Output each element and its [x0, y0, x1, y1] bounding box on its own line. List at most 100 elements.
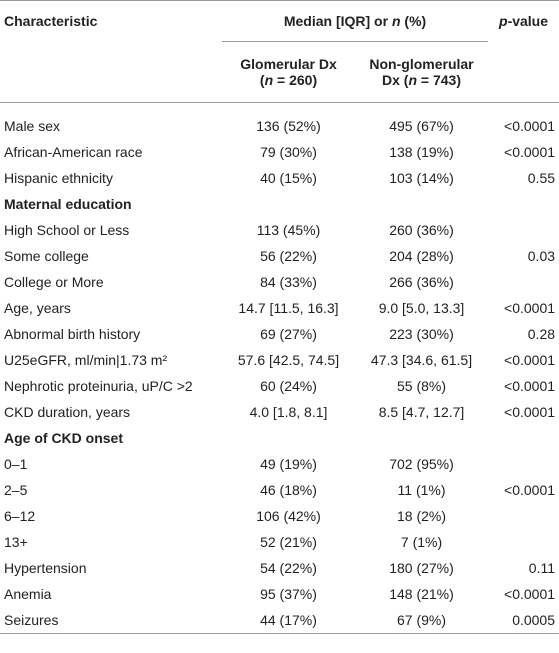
p-value [488, 191, 559, 217]
col-header-glomerular: Glomerular Dx (n = 260) [222, 41, 355, 103]
nonglomerular-value: 103 (14%) [389, 170, 454, 186]
row-label: Age, years [4, 300, 71, 316]
table-row: College or More 84 (33%) 266 (36%) [0, 269, 559, 295]
nonglomerular-value: 204 (28%) [389, 248, 454, 264]
row-label: Age of CKD onset [4, 430, 123, 446]
glom-n: (n = 260) [259, 72, 318, 88]
table-row: Hispanic ethnicity 40 (15%) 103 (14%) 0.55 [0, 165, 559, 191]
row-label: 0–1 [4, 456, 28, 472]
table-row: 0–1 49 (19%) 702 (95%) [0, 451, 559, 477]
header-empty-p [488, 42, 559, 103]
table-row: U25eGFR, ml/min|1.73 m² 57.6 [42.5, 74.5]… [0, 347, 559, 373]
glomerular-value: 52 (21%) [260, 534, 317, 550]
nonglomerular-value: 7 (1%) [400, 534, 443, 550]
p-value: 0.11 [528, 560, 556, 576]
glomerular-value: 54 (22%) [260, 560, 317, 576]
col-header-nonglomerular: Non-glomerular Dx (n = 743) [355, 41, 489, 103]
nonglomerular-value: 8.5 [4.7, 12.7] [378, 404, 465, 420]
table-row: Hypertension 54 (22%) 180 (27%) 0.11 [0, 555, 559, 581]
nonglomerular-value: 702 (95%) [389, 456, 454, 472]
row-label: Abnormal birth history [4, 326, 141, 342]
table-row: 6–12 106 (42%) 18 (2%) [0, 503, 559, 529]
glomerular-value: 14.7 [11.5, 16.3] [238, 300, 339, 316]
glomerular-value: 40 (15%) [260, 170, 317, 186]
table-row: Age, years 14.7 [11.5, 16.3] 9.0 [5.0, 13.… [0, 295, 559, 321]
pvalue-rest: -value [507, 13, 549, 30]
group-label: Median [IQR] or n (%) [283, 13, 427, 29]
p-value: <0.0001 [504, 144, 556, 160]
nonglomerular-value: 138 (19%) [389, 144, 454, 160]
table-row: Age of CKD onset [0, 425, 559, 451]
p-value: 0.03 [527, 248, 556, 264]
nonglomerular-value: 11 (1%) [397, 482, 446, 498]
nonglomerular-value: 67 (9%) [396, 612, 447, 628]
glomerular-value: 84 (33%) [260, 274, 317, 290]
glomerular-value: 69 (27%) [260, 326, 317, 342]
header-row-1: Characteristic Median [IQR] or n (%) p-v… [0, 0, 559, 42]
nonglomerular-value: 266 (36%) [389, 274, 454, 290]
nonglomerular-value: 148 (21%) [389, 586, 454, 602]
p-value [488, 217, 559, 243]
glomerular-value: 46 (18%) [260, 482, 317, 498]
row-label: 6–12 [4, 508, 36, 524]
p-value: <0.0001 [504, 378, 556, 394]
table-row: Anemia 95 (37%) 148 (21%) <0.0001 [0, 581, 559, 607]
nonglomerular-value: 223 (30%) [389, 326, 454, 342]
table-row: 2–5 46 (18%) 11 (1%) <0.0001 [0, 477, 559, 503]
table-row: Abnormal birth history 69 (27%) 223 (30%) 0… [0, 321, 559, 347]
p-value [488, 529, 559, 555]
glomerular-value: 113 (45%) [256, 222, 321, 238]
glomerular-value: 56 (22%) [260, 248, 317, 264]
row-label: U25eGFR, ml/min|1.73 m² [4, 352, 168, 368]
row-label: 2–5 [4, 482, 28, 498]
p-value: <0.0001 [504, 300, 556, 316]
glomerular-value: 136 (52%) [256, 118, 321, 134]
row-label: Seizures [4, 612, 59, 628]
table-row: High School or Less 113 (45%) 260 (36%) [0, 217, 559, 243]
glom-line1: Glomerular Dx [240, 56, 337, 72]
row-label: High School or Less [4, 222, 130, 238]
glomerular-value: 106 (42%) [256, 508, 321, 524]
glomerular-value: 95 (37%) [260, 586, 317, 602]
row-label: Hispanic ethnicity [4, 170, 113, 186]
nonglomerular-value: 180 (27%) [389, 560, 454, 576]
p-value: <0.0001 [504, 586, 556, 602]
col-header-group: Median [IQR] or n (%) [222, 1, 488, 42]
characteristics-table: Characteristic Median [IQR] or n (%) p-v… [0, 0, 559, 634]
glomerular-value [222, 191, 355, 217]
glomerular-value: 49 (19%) [260, 456, 317, 472]
col-header-characteristic: Characteristic [4, 13, 98, 30]
p-value: <0.0001 [504, 404, 556, 420]
row-label: Maternal education [4, 196, 132, 212]
glomerular-value: 4.0 [1.8, 8.1] [249, 404, 328, 420]
nonglomerular-value [355, 191, 488, 217]
p-value [488, 269, 559, 295]
p-value [488, 425, 559, 451]
table-row: African-American race 79 (30%) 138 (19%) <0… [0, 139, 559, 165]
nonglom-n: Dx (n = 743) [382, 72, 461, 88]
row-label: Some college [4, 248, 89, 264]
nonglomerular-value: 9.0 [5.0, 13.3] [378, 300, 465, 316]
p-value: 0.28 [527, 326, 556, 342]
table-row: Nephrotic proteinuria, uP/C >2 60 (24%) 55… [0, 373, 559, 399]
p-value: 0.55 [527, 170, 556, 186]
nonglomerular-value [355, 425, 488, 451]
header-empty [0, 42, 222, 103]
table-row: Male sex 136 (52%) 495 (67%) <0.0001 [0, 103, 559, 140]
glomerular-value: 57.6 [42.5, 74.5] [237, 352, 340, 368]
table-row: Maternal education [0, 191, 559, 217]
glomerular-value [222, 425, 355, 451]
row-label: Anemia [4, 586, 52, 602]
glomerular-value: 44 (17%) [260, 612, 317, 628]
nonglomerular-value: 18 (2%) [396, 508, 447, 524]
table-body: Male sex 136 (52%) 495 (67%) <0.0001 African… [0, 103, 559, 634]
header-row-2: Glomerular Dx (n = 260) Non-glomerular D… [0, 41, 559, 103]
table-row: CKD duration, years 4.0 [1.8, 8.1] 8.5 [4.… [0, 399, 559, 425]
row-label: African-American race [4, 144, 143, 160]
p-value [488, 451, 559, 477]
glomerular-value: 60 (24%) [260, 378, 317, 394]
glomerular-value: 79 (30%) [260, 144, 317, 160]
nonglom-line1: Non-glomerular [369, 56, 474, 72]
row-label: College or More [4, 274, 104, 290]
p-value: <0.0001 [504, 352, 556, 368]
